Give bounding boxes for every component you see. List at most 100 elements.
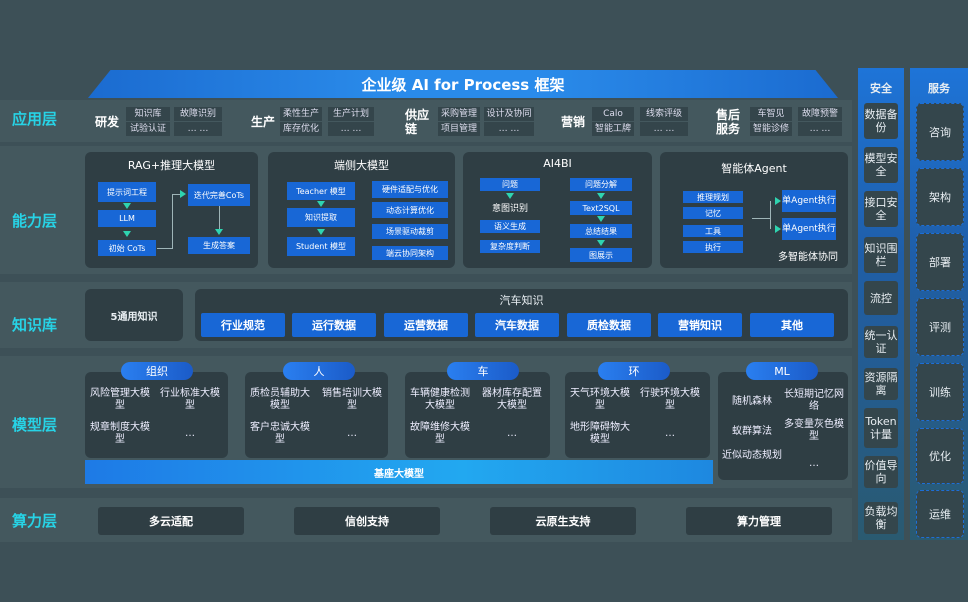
model-item: 天气环境大模型	[570, 388, 630, 411]
auto-knowledge-title: 汽车知识	[499, 294, 544, 307]
compute-item: 多云适配	[98, 507, 244, 535]
arrow-down-icon	[597, 240, 605, 246]
layer-label-app: 应用层	[12, 110, 58, 128]
security-item: 知识围栏	[864, 237, 898, 273]
flow-step: 复杂度判断	[480, 240, 540, 253]
flow-step: 问题分解	[570, 178, 632, 191]
feature-box: 场景驱动裁剪	[372, 224, 448, 239]
knowledge-item[interactable]: 汽车数据	[475, 313, 559, 337]
knowledge-item[interactable]: 质检数据	[567, 313, 651, 337]
model-item: 故障维修大模型	[410, 422, 470, 445]
knowledge-item[interactable]: 运营数据	[384, 313, 468, 337]
app-item: … …	[174, 122, 222, 136]
connector-line	[172, 194, 180, 195]
app-item[interactable]: 项目管理	[438, 122, 480, 136]
model-group-pill: 环	[598, 362, 670, 380]
app-item[interactable]: 试验认证	[126, 122, 170, 136]
flow-step: Student 模型	[287, 237, 355, 256]
model-item: …	[665, 428, 675, 439]
security-item: 接口安全	[864, 191, 898, 227]
security-item: 流控	[864, 281, 898, 315]
flow-step: Teacher 模型	[287, 182, 355, 200]
model-group-panel	[565, 372, 710, 458]
app-item[interactable]: 设计及协同	[484, 107, 534, 121]
layer-label-knowledge: 知识库	[12, 316, 58, 334]
app-item[interactable]: Calo	[592, 107, 634, 121]
panel-title: RAG+推理大模型	[127, 159, 216, 172]
service-item: 评测	[916, 298, 964, 356]
security-item: 价值导向	[864, 456, 898, 488]
flow-step: 总结结果	[570, 224, 632, 238]
flow-step: 生成答案	[188, 237, 250, 254]
arrow-down-icon	[317, 229, 325, 235]
app-item[interactable]: 故障识别	[174, 107, 222, 121]
security-item: 模型安全	[864, 147, 898, 183]
model-group-panel	[718, 372, 848, 480]
app-item[interactable]: 库存优化	[280, 122, 322, 136]
knowledge-item[interactable]: 其他	[750, 313, 834, 337]
model-item: …	[507, 428, 517, 439]
app-item[interactable]: 知识库	[126, 107, 170, 121]
model-item: 多变量灰色模型	[784, 419, 844, 442]
model-item: 随机森林	[732, 396, 772, 407]
app-item[interactable]: 柔性生产	[280, 107, 322, 121]
agent-exec: 单Agent执行	[782, 190, 836, 212]
app-item: … …	[640, 122, 688, 136]
model-item: 行业标准大模型	[160, 388, 220, 411]
knowledge-item[interactable]: 行业规范	[201, 313, 285, 337]
feature-box: 端云协同架构	[372, 246, 448, 260]
connector-line	[219, 206, 220, 230]
agent-exec: 单Agent执行	[782, 218, 836, 240]
layer-label-compute: 算力层	[12, 512, 58, 530]
app-group-prod: 生产	[251, 115, 276, 129]
panel-title: 端侧大模型	[334, 159, 389, 172]
service-item: 优化	[916, 428, 964, 484]
model-item: …	[185, 428, 195, 439]
model-item: 风险管理大模型	[90, 388, 150, 411]
model-item: 器材库存配置大模型	[482, 388, 542, 411]
feature-box: 动态计算优化	[372, 202, 448, 218]
arrow-down-icon	[597, 216, 605, 222]
feature-box: 硬件适配与优化	[372, 181, 448, 198]
connector-line	[157, 248, 173, 249]
flow-step: 提示词工程	[98, 182, 156, 202]
panel-title: 智能体Agent	[721, 162, 787, 175]
model-item: 质检员辅助大模型	[250, 388, 310, 411]
app-item[interactable]: 线索评级	[640, 107, 688, 121]
app-group-mkt: 营销	[561, 115, 586, 129]
app-item[interactable]: 故障预警	[798, 107, 842, 121]
model-item: 行驶环境大模型	[640, 388, 700, 411]
arrow-down-icon	[506, 193, 514, 199]
arrow-down-icon	[317, 201, 325, 207]
security-item: 负载均衡	[864, 502, 898, 534]
app-group-scm: 供应链	[405, 108, 430, 136]
knowledge-item[interactable]: 运行数据	[292, 313, 376, 337]
flow-step: 迭代完善CoTs	[188, 184, 250, 206]
app-item[interactable]: 智能工牌	[592, 122, 634, 136]
knowledge-item[interactable]: 营销知识	[658, 313, 742, 337]
app-item[interactable]: 采购管理	[438, 107, 480, 121]
security-item: 统一认证	[864, 326, 898, 358]
app-item[interactable]: 车智见	[750, 107, 792, 121]
layer-label-model: 模型层	[12, 416, 58, 434]
service-item: 训练	[916, 363, 964, 421]
arrow-down-icon	[597, 193, 605, 199]
connector-line	[172, 194, 173, 249]
app-item[interactable]: 生产计划	[328, 107, 374, 121]
model-item: …	[347, 428, 357, 439]
model-group-pill: ML	[746, 362, 818, 380]
model-group-pill: 人	[283, 362, 355, 380]
arrow-right-icon	[775, 225, 781, 233]
layer-label-capability: 能力层	[12, 212, 58, 230]
model-group-panel	[245, 372, 388, 458]
multi-agent-label: 多智能体协同	[778, 252, 838, 263]
flow-step: 问题	[480, 178, 540, 191]
app-item: … …	[328, 122, 374, 136]
app-item[interactable]: 智能诊修	[750, 122, 792, 136]
base-model-bar: 基座大模型	[85, 460, 713, 484]
flow-step-text: 意图识别	[491, 204, 528, 214]
service-item: 部署	[916, 233, 964, 291]
flow-step: Text2SQL	[570, 201, 632, 215]
connector-line	[752, 218, 770, 219]
agent-module: 记忆	[683, 207, 743, 219]
